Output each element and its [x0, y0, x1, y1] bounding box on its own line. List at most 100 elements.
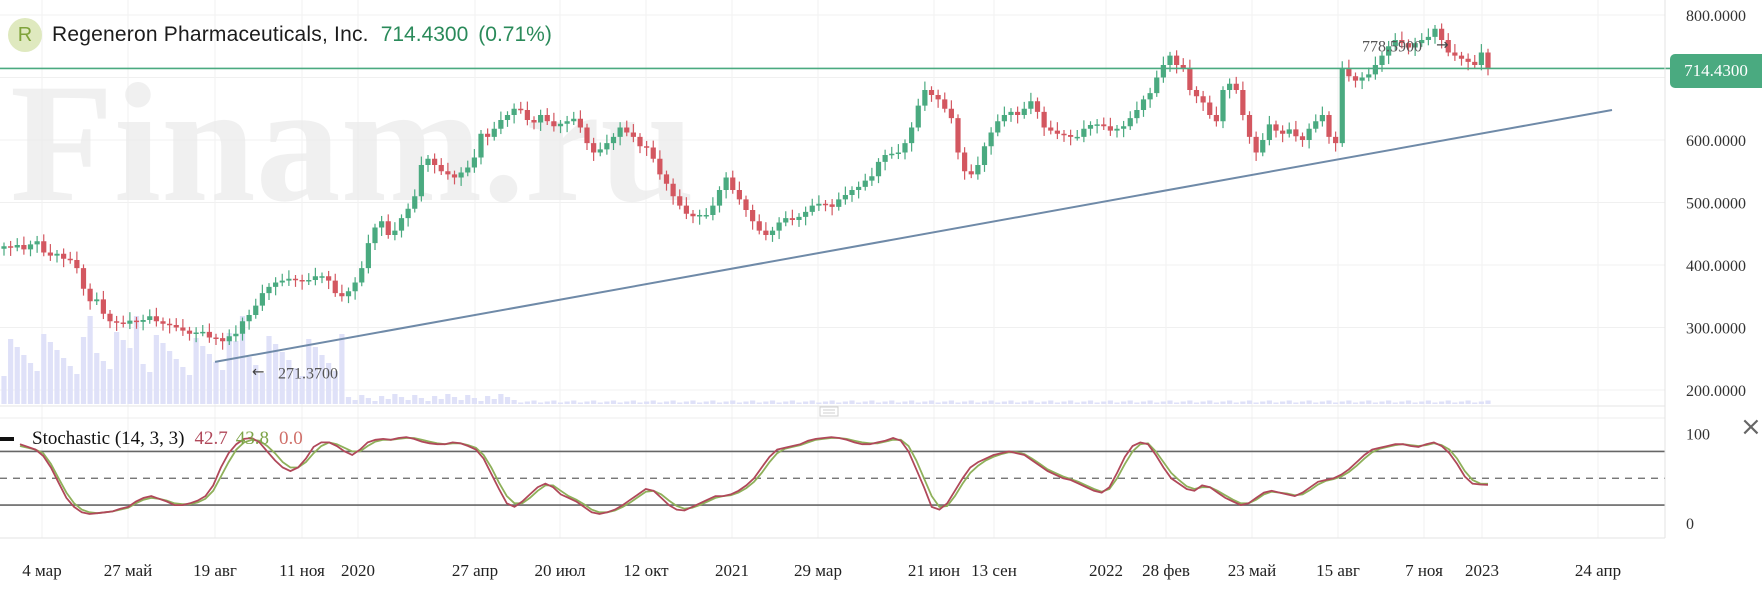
volume-bar — [796, 402, 802, 404]
candle-body — [617, 127, 623, 137]
candle-body — [1485, 52, 1491, 69]
candle-body — [584, 127, 590, 144]
volume-bar — [1028, 400, 1034, 404]
candle-body — [1280, 130, 1286, 134]
candle-body — [1425, 36, 1431, 40]
volume-bar — [1174, 402, 1180, 404]
volume-bar — [1054, 402, 1060, 404]
candle-body — [485, 133, 491, 137]
candle-body — [624, 127, 630, 133]
volume-bar — [107, 369, 113, 404]
volume-bar — [498, 394, 504, 404]
volume-bar — [1273, 402, 1279, 404]
volume-bar — [1233, 402, 1239, 404]
candle-body — [246, 315, 252, 322]
candle-body — [1081, 128, 1087, 137]
candle-body — [829, 204, 835, 207]
volume-bar — [405, 400, 411, 404]
volume-bar — [220, 370, 226, 404]
candle-body — [120, 322, 126, 324]
candle-body — [1319, 115, 1325, 122]
volume-bar — [557, 402, 564, 404]
x-tick-label: 2023 — [1465, 561, 1499, 580]
candle-body — [379, 221, 385, 228]
volume-bar — [1081, 401, 1087, 404]
candle-body — [471, 157, 477, 168]
volume-bar — [54, 350, 60, 404]
x-tick-label: 2022 — [1089, 561, 1123, 580]
volume-bar — [392, 394, 398, 404]
volume-bar — [981, 401, 988, 404]
volume-bar — [803, 401, 809, 404]
candle-body — [14, 245, 20, 248]
x-tick-label: 19 авг — [193, 561, 237, 580]
candle-body — [1008, 111, 1014, 115]
candle-body — [948, 108, 954, 119]
volume-bar — [677, 402, 683, 404]
volume-bar — [551, 400, 557, 404]
candle-body — [962, 152, 968, 172]
candle-body — [736, 190, 742, 200]
volume-bar — [279, 352, 285, 404]
volume-bar — [1439, 401, 1445, 404]
volume-bar — [1001, 401, 1007, 404]
candle-body — [41, 241, 47, 253]
pane-separator-layer[interactable] — [0, 405, 1665, 419]
volume-bar — [730, 400, 736, 404]
close-indicator-icon[interactable]: × — [1740, 412, 1762, 442]
volume-bar — [67, 366, 73, 404]
volume-bar — [690, 400, 696, 404]
candle-body — [292, 278, 299, 281]
volume-bar — [1293, 402, 1299, 404]
volume-bar — [127, 348, 133, 404]
candle-body — [398, 218, 405, 231]
collapse-indicator-icon[interactable] — [0, 437, 14, 441]
volume-bar — [1213, 402, 1219, 404]
volume-bar — [511, 400, 517, 404]
candle-body — [438, 165, 444, 172]
pane-resize-handle[interactable] — [819, 406, 839, 417]
x-tick-label: 21 июн — [908, 561, 960, 580]
volume-bar — [909, 400, 915, 404]
stochastic-extra-value: 0.0 — [279, 428, 303, 449]
candle-body — [67, 258, 73, 261]
candle-body — [657, 158, 663, 175]
volume-bar — [1260, 401, 1266, 404]
candle-body — [723, 177, 729, 190]
stochastic-tick-label: 100 — [1686, 427, 1710, 444]
volume-bar — [975, 402, 981, 404]
candle-body — [365, 243, 371, 269]
candle-body — [783, 218, 789, 223]
volume-bar — [1107, 400, 1113, 404]
candle-body — [995, 121, 1001, 133]
candle-body — [312, 276, 318, 280]
candle-body — [1114, 128, 1120, 131]
candle-body — [54, 253, 60, 256]
candle-body — [1034, 101, 1041, 112]
candle-body — [511, 108, 517, 115]
candle-body — [922, 90, 928, 106]
volume-bar — [1313, 402, 1319, 404]
volume-bar — [319, 355, 325, 404]
volume-bar — [1346, 400, 1352, 404]
volume-bar — [286, 360, 292, 404]
candle-body — [1260, 140, 1266, 153]
candle-body — [1187, 68, 1193, 90]
volume-bar — [577, 402, 583, 404]
candle-body — [432, 158, 438, 165]
x-tick-label: 15 авг — [1316, 561, 1360, 580]
candle-body — [1220, 90, 1226, 122]
candle-body — [74, 260, 80, 269]
volume-bar — [1359, 401, 1365, 404]
trendline[interactable] — [214, 109, 1613, 363]
volume-bar — [259, 373, 265, 404]
volume-bar — [769, 400, 776, 404]
volume-bar — [1386, 400, 1392, 404]
candle-body — [1147, 93, 1153, 100]
volume-bar — [306, 339, 312, 404]
volume-bar — [1061, 401, 1067, 404]
candle-body — [458, 172, 464, 178]
volume-bar — [1134, 402, 1140, 404]
stochastic-k-value: 42.7 — [194, 428, 228, 449]
volume-bar — [1114, 402, 1120, 404]
